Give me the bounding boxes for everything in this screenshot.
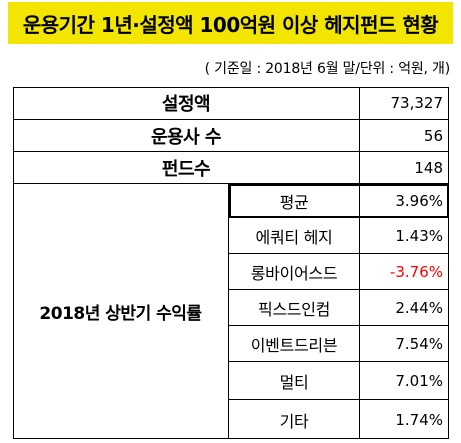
table-row: 멀티 7.01% bbox=[229, 362, 449, 400]
strategy-label: 이벤트드리븐 bbox=[250, 335, 338, 355]
table-row: 평균 3.96% bbox=[229, 184, 449, 218]
strategy-value-negative: -3.76% bbox=[359, 254, 449, 289]
summary-label: 펀드수 bbox=[161, 158, 211, 180]
table-row: 이벤트드리븐 7.54% bbox=[229, 326, 449, 362]
title-text: 운용기간 1년·설정액 100억원 이상 헤지펀드 현황 bbox=[22, 12, 439, 37]
table-row: 기타 1.74% bbox=[229, 400, 449, 439]
summary-value: 73,327 bbox=[359, 87, 449, 119]
summary-label: 운용사 수 bbox=[150, 126, 222, 148]
unit-note: ( 기준일 : 2018년 6월 말/단위 : 억원, 개) bbox=[204, 61, 451, 77]
strategy-label: 픽스드인컴 bbox=[257, 299, 331, 319]
returns-group-label: 2018년 상반기 수익률 bbox=[13, 184, 229, 439]
strategy-value: 2.44% bbox=[359, 290, 449, 325]
table-row: 롱바이어스드 -3.76% bbox=[229, 254, 449, 290]
strategy-label: 멀티 bbox=[279, 372, 309, 392]
summary-value: 148 bbox=[359, 152, 449, 183]
table-row: 설정액 73,327 bbox=[13, 87, 449, 120]
table-title: 운용기간 1년·설정액 100억원 이상 헤지펀드 현황 bbox=[8, 2, 453, 44]
table-row: 운용사 수 56 bbox=[13, 120, 449, 152]
strategy-value: 7.54% bbox=[359, 326, 449, 361]
summary-label: 설정액 bbox=[161, 94, 211, 115]
strategy-value: 1.43% bbox=[359, 218, 449, 253]
strategy-value: 1.74% bbox=[359, 400, 449, 439]
strategy-value: 7.01% bbox=[359, 362, 449, 399]
strategy-value: 3.96% bbox=[359, 184, 449, 217]
table-row: 에쿼티 헤지 1.43% bbox=[229, 218, 449, 254]
fund-table: 설정액 73,327 운용사 수 56 펀드수 148 평균 3.96% 에쿼티… bbox=[13, 87, 449, 439]
table-row: 펀드수 148 bbox=[13, 152, 449, 184]
summary-value: 56 bbox=[359, 120, 449, 151]
strategy-label: 기타 bbox=[279, 411, 309, 431]
strategy-label: 에쿼티 헤지 bbox=[255, 227, 333, 247]
strategy-label: 롱바이어스드 bbox=[250, 263, 338, 283]
strategy-label: 평균 bbox=[279, 192, 309, 212]
table-row: 픽스드인컴 2.44% bbox=[229, 290, 449, 326]
